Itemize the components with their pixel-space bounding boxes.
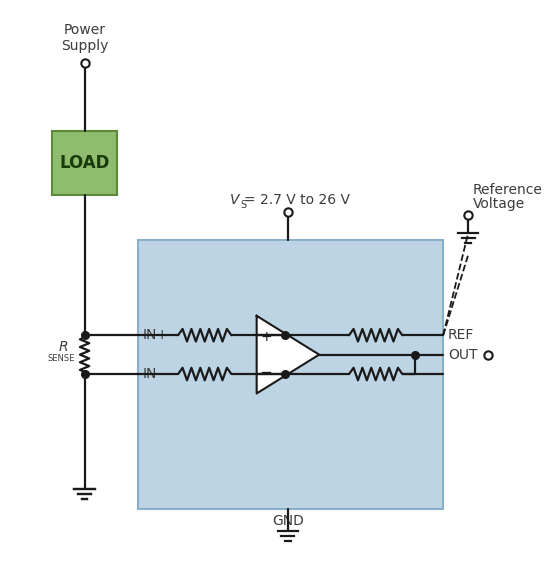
Text: $V$: $V$ <box>229 193 241 207</box>
Text: OUT: OUT <box>448 348 477 361</box>
Text: = 2.7 V to 26 V: = 2.7 V to 26 V <box>244 193 350 207</box>
Text: Voltage: Voltage <box>473 197 525 211</box>
Text: IN+: IN+ <box>143 328 169 342</box>
Text: SENSE: SENSE <box>48 354 75 363</box>
FancyBboxPatch shape <box>138 240 443 509</box>
Text: REF: REF <box>448 328 474 342</box>
FancyBboxPatch shape <box>52 131 117 196</box>
Text: IN−: IN− <box>143 367 169 381</box>
Text: Reference: Reference <box>473 183 543 197</box>
Text: S: S <box>241 201 247 210</box>
Text: Power
Supply: Power Supply <box>61 23 108 53</box>
Polygon shape <box>257 316 319 393</box>
Text: +: + <box>260 330 272 344</box>
Text: $R$: $R$ <box>58 339 68 353</box>
Text: −: − <box>260 365 272 379</box>
Text: LOAD: LOAD <box>59 154 110 172</box>
Text: GND: GND <box>272 514 304 528</box>
